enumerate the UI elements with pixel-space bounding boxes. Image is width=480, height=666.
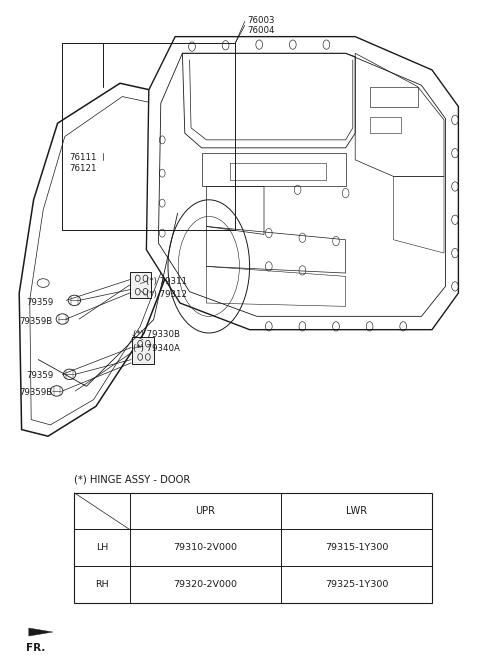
Text: (*) 79312: (*) 79312: [146, 290, 187, 299]
Text: (*) 79340A: (*) 79340A: [133, 344, 180, 353]
Text: 79310-2V000: 79310-2V000: [173, 543, 237, 552]
Text: (*) 79330B: (*) 79330B: [133, 330, 180, 340]
Text: 79359: 79359: [26, 298, 54, 307]
Polygon shape: [130, 272, 151, 298]
Text: LH: LH: [96, 543, 108, 552]
Text: RH: RH: [95, 580, 109, 589]
Text: 79359B: 79359B: [19, 388, 52, 397]
Polygon shape: [19, 83, 187, 436]
Text: 79320-2V000: 79320-2V000: [173, 580, 237, 589]
Text: (*) 79311: (*) 79311: [146, 277, 187, 286]
Polygon shape: [132, 337, 154, 364]
Text: LWR: LWR: [346, 506, 367, 516]
Text: 79359B: 79359B: [19, 316, 52, 326]
Text: 76111
76121: 76111 76121: [70, 153, 97, 173]
Text: (*) HINGE ASSY - DOOR: (*) HINGE ASSY - DOOR: [74, 475, 191, 485]
Text: UPR: UPR: [195, 506, 215, 516]
Text: 79315-1Y300: 79315-1Y300: [324, 543, 388, 552]
Polygon shape: [29, 628, 53, 636]
Polygon shape: [146, 37, 458, 330]
Text: 79325-1Y300: 79325-1Y300: [324, 580, 388, 589]
Text: 76003
76004: 76003 76004: [247, 15, 275, 35]
Text: 79359: 79359: [26, 371, 54, 380]
Text: FR.: FR.: [26, 643, 46, 653]
